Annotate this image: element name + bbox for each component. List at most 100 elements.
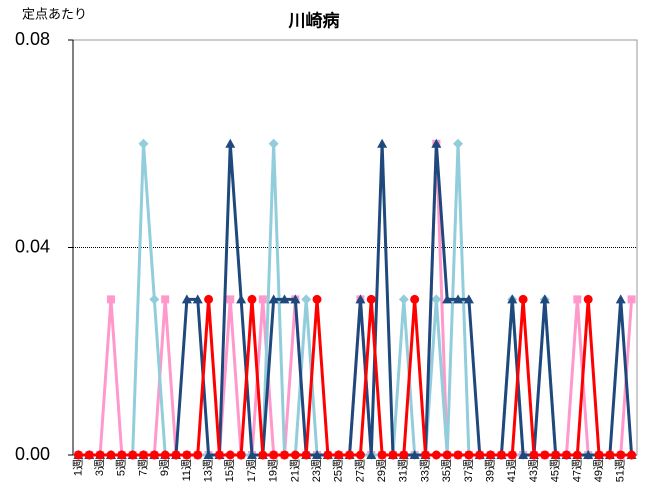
marker (410, 294, 420, 304)
marker (431, 450, 441, 460)
marker (615, 294, 626, 304)
marker (149, 294, 160, 305)
marker (334, 450, 344, 460)
marker (366, 294, 376, 304)
y-tick-label: 0.00 (15, 444, 50, 464)
x-tick-label: 21週 (288, 459, 301, 482)
marker (95, 450, 105, 460)
marker (301, 294, 312, 305)
marker (226, 295, 235, 304)
marker (117, 450, 127, 460)
x-tick-label: 3週 (93, 459, 106, 476)
marker (605, 450, 615, 460)
marker (377, 138, 388, 148)
y-tick-label: 0.08 (15, 29, 50, 49)
marker (486, 450, 496, 460)
marker (225, 138, 236, 148)
marker (280, 450, 289, 460)
x-tick-label: 7週 (136, 459, 149, 476)
marker (366, 450, 377, 459)
marker (463, 294, 474, 304)
marker (409, 450, 420, 459)
marker (225, 450, 235, 460)
marker (355, 294, 366, 304)
marker (529, 450, 539, 460)
marker (192, 294, 203, 304)
marker (312, 294, 322, 304)
x-tick-label: 47週 (570, 459, 583, 482)
marker (139, 450, 148, 460)
marker (573, 295, 582, 304)
series-line (78, 297, 632, 457)
marker (171, 450, 181, 460)
x-tick-label: 29週 (375, 459, 388, 482)
marker (442, 294, 453, 304)
x-tick-label: 19週 (267, 459, 280, 482)
marker (475, 450, 485, 460)
marker (258, 295, 267, 304)
marker (453, 294, 464, 304)
marker (236, 450, 246, 460)
x-tick-label: 27週 (353, 459, 366, 482)
marker (453, 138, 464, 149)
marker (388, 450, 398, 460)
marker (279, 294, 290, 304)
marker (301, 450, 311, 460)
marker (551, 450, 561, 460)
marker (268, 294, 279, 304)
marker (562, 450, 571, 460)
marker (453, 450, 463, 460)
x-tick-label: 39週 (483, 459, 496, 482)
marker (258, 450, 268, 460)
x-tick-label: 51週 (614, 459, 627, 482)
x-tick-label: 37週 (462, 459, 475, 482)
x-tick-label: 23週 (310, 459, 323, 482)
marker (572, 450, 582, 460)
marker (507, 450, 517, 460)
marker (193, 450, 203, 460)
y-axis-label: 定点あたり (22, 6, 87, 21)
marker (203, 450, 214, 459)
marker (181, 294, 192, 304)
marker (84, 450, 94, 460)
marker (464, 450, 474, 460)
marker (246, 450, 257, 459)
x-tick-label: 13週 (201, 459, 214, 482)
marker (431, 294, 442, 305)
x-tick-label: 9週 (158, 459, 171, 476)
marker (106, 295, 115, 304)
marker (496, 450, 506, 460)
chart-title: 川崎病 (288, 10, 340, 30)
marker (323, 450, 333, 460)
marker (345, 450, 355, 460)
marker (539, 294, 550, 304)
x-tick-label: 31週 (397, 459, 410, 482)
marker (627, 450, 637, 460)
x-tick-label: 1週 (71, 459, 84, 476)
marker (583, 294, 593, 304)
marker (312, 450, 323, 459)
marker (431, 138, 442, 148)
x-tick-label: 43週 (527, 459, 540, 482)
marker (594, 450, 604, 460)
x-tick-label: 11週 (180, 459, 193, 481)
x-tick-label: 49週 (592, 459, 605, 482)
x-tick-label: 35週 (440, 459, 453, 482)
x-tick-label: 15週 (223, 459, 236, 482)
marker (540, 450, 550, 460)
x-tick-label: 33週 (418, 459, 431, 482)
marker (204, 294, 214, 304)
marker (355, 450, 365, 460)
marker (627, 295, 636, 304)
marker (518, 450, 529, 459)
marker (377, 450, 387, 460)
x-tick-label: 5週 (115, 459, 128, 476)
marker (73, 450, 83, 460)
marker (160, 450, 170, 460)
marker (399, 450, 409, 460)
marker (182, 450, 192, 460)
marker (507, 294, 518, 304)
marker (290, 450, 300, 460)
y-tick-label: 0.04 (15, 236, 50, 256)
